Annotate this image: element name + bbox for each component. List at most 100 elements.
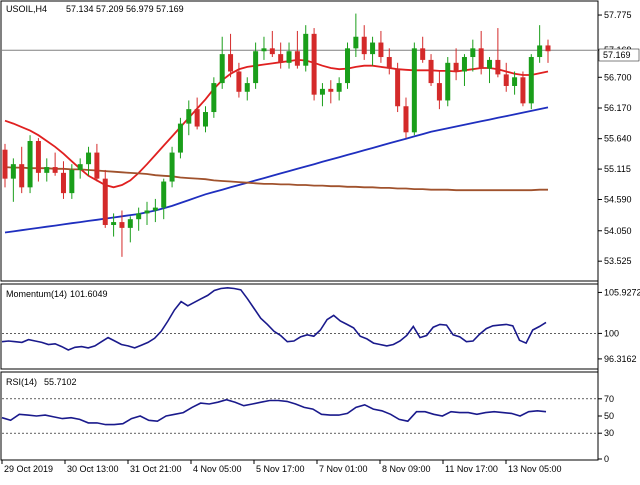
candle-body bbox=[127, 219, 133, 228]
momentum-tick-label: 96.3162 bbox=[604, 354, 637, 364]
time-tick-label: 31 Oct 21:00 bbox=[130, 464, 182, 474]
candle-body bbox=[503, 74, 509, 86]
price-tick-label: 53.525 bbox=[604, 256, 632, 266]
price-layer bbox=[2, 13, 597, 257]
candle-body bbox=[370, 42, 376, 55]
candle-body bbox=[445, 62, 451, 101]
candle-body bbox=[319, 88, 325, 95]
candle-body bbox=[403, 106, 409, 133]
momentum-title: Momentum(14) bbox=[6, 289, 67, 299]
rsi-title: RSI(14) bbox=[6, 377, 37, 387]
candle-body bbox=[461, 57, 467, 72]
time-tick-label: 30 Oct 13:00 bbox=[67, 464, 119, 474]
candle-body bbox=[94, 152, 100, 179]
momentum-layer bbox=[1, 286, 597, 351]
candle-body bbox=[86, 152, 92, 165]
symbol-label: USOIL,H4 bbox=[6, 4, 47, 14]
rsi-tick-label: 70 bbox=[604, 394, 614, 404]
candle-body bbox=[470, 48, 476, 58]
price-tick-label: 54.050 bbox=[604, 226, 632, 236]
rsi-tick-label: 0 bbox=[604, 454, 609, 464]
time-tick-label: 7 Nov 01:00 bbox=[319, 464, 368, 474]
candle-body bbox=[294, 51, 300, 66]
candle-body bbox=[378, 42, 384, 58]
rsi-tick-label: 30 bbox=[604, 428, 614, 438]
candle-body bbox=[244, 83, 250, 92]
candle-body bbox=[520, 77, 526, 104]
rsi-panel-frame bbox=[0, 371, 599, 461]
time-tick-label: 29 Oct 2019 bbox=[4, 464, 53, 474]
candle-body bbox=[177, 123, 183, 153]
candle-body bbox=[453, 62, 459, 72]
candle-body bbox=[27, 141, 33, 188]
candle-body bbox=[428, 59, 434, 84]
candle-body bbox=[236, 71, 242, 92]
candle-body bbox=[2, 149, 8, 179]
time-tick-label: 4 Nov 05:00 bbox=[193, 464, 242, 474]
momentum-tick-label: 105.9272 bbox=[604, 287, 640, 297]
price-tick-label: 55.640 bbox=[604, 134, 632, 144]
candle-body bbox=[10, 164, 16, 179]
candle-body bbox=[161, 181, 167, 208]
candle-body bbox=[202, 112, 208, 127]
candle-body bbox=[328, 88, 334, 92]
candle-body bbox=[77, 164, 83, 170]
candle-body bbox=[60, 172, 66, 194]
time-tick-label: 11 Nov 17:00 bbox=[445, 464, 498, 474]
momentum-value: 101.6049 bbox=[70, 289, 108, 299]
candle-body bbox=[478, 48, 484, 69]
price-tick-label: 56.700 bbox=[604, 72, 632, 82]
candle-body bbox=[52, 167, 58, 173]
candle-body bbox=[219, 54, 225, 84]
candle-body bbox=[102, 178, 108, 225]
rsi-line bbox=[1, 398, 547, 426]
ohlc-readout: 57.134 57.209 56.979 57.169 bbox=[66, 4, 184, 14]
candle-body bbox=[144, 210, 150, 214]
price-tick-label: 54.590 bbox=[604, 194, 632, 204]
candle-body bbox=[495, 59, 501, 75]
time-tick-label: 13 Nov 05:00 bbox=[508, 464, 562, 474]
candle-body bbox=[420, 48, 426, 60]
candle-body bbox=[69, 169, 75, 194]
candle-body bbox=[286, 51, 292, 63]
candle-body bbox=[152, 207, 158, 211]
candle-body bbox=[436, 83, 442, 101]
momentum-tick-label: 100 bbox=[604, 328, 619, 338]
candle-body bbox=[186, 109, 192, 124]
candle-body bbox=[353, 36, 359, 49]
candle-body bbox=[269, 48, 275, 55]
rsi-value: 55.7102 bbox=[44, 377, 77, 387]
candle-body bbox=[395, 68, 401, 107]
price-panel-frame bbox=[0, 0, 599, 282]
candle-body bbox=[345, 48, 351, 84]
momentum-panel-frame bbox=[0, 283, 599, 370]
candle-body bbox=[278, 54, 284, 63]
price-tick-label: 56.170 bbox=[604, 103, 632, 113]
candle-body bbox=[35, 141, 41, 173]
candle-body bbox=[44, 167, 50, 173]
candle-body bbox=[537, 45, 543, 58]
ma-mid-line bbox=[4, 106, 549, 234]
candle-body bbox=[303, 33, 309, 66]
candle-body bbox=[211, 83, 217, 113]
candle-body bbox=[19, 164, 25, 188]
candle-body bbox=[169, 152, 175, 182]
candle-body bbox=[111, 222, 117, 225]
candle-body bbox=[336, 83, 342, 92]
momentum-line bbox=[1, 286, 547, 351]
candle-body bbox=[386, 57, 392, 69]
price-tag: 57.169 bbox=[603, 50, 631, 60]
candle-body bbox=[228, 54, 234, 72]
time-tick-label: 5 Nov 17:00 bbox=[256, 464, 305, 474]
price-tick-label: 57.775 bbox=[604, 10, 632, 20]
candle-body bbox=[119, 222, 125, 228]
candle-body bbox=[261, 48, 267, 52]
rsi-layer bbox=[1, 398, 597, 434]
candle-body bbox=[136, 213, 142, 220]
time-tick-label: 8 Nov 09:00 bbox=[382, 464, 431, 474]
candle-body bbox=[545, 45, 551, 52]
candle-body bbox=[512, 77, 518, 86]
price-tick-label: 55.115 bbox=[604, 164, 631, 174]
